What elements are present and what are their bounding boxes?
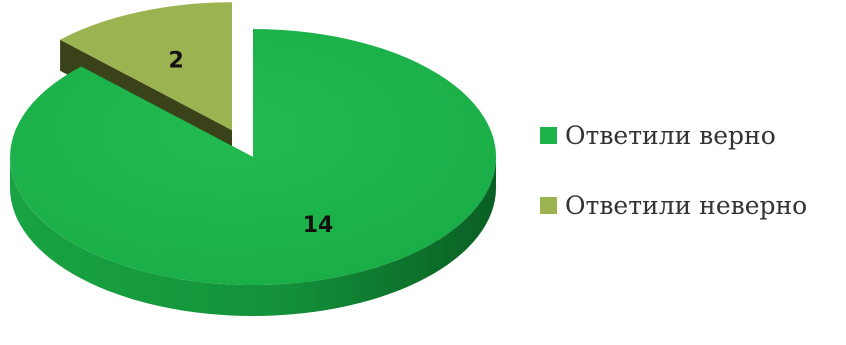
legend-label-incorrect: Ответили неверно [565, 190, 808, 220]
legend-item-correct: Ответили верно [540, 118, 807, 152]
data-label-incorrect: 2 [169, 48, 184, 73]
legend-label-correct: Ответили верно [565, 120, 776, 150]
legend-item-incorrect: Ответили неверно [540, 188, 807, 222]
legend-swatch-incorrect [540, 196, 557, 214]
data-label-correct: 14 [303, 213, 334, 238]
legend: Ответили верно Ответили неверно [540, 118, 807, 258]
pie-slice-incorrect [60, 2, 232, 131]
pie-side-wall-correct-0 [10, 157, 496, 316]
legend-swatch-correct [540, 126, 557, 144]
pie-slice-correct [10, 28, 497, 286]
